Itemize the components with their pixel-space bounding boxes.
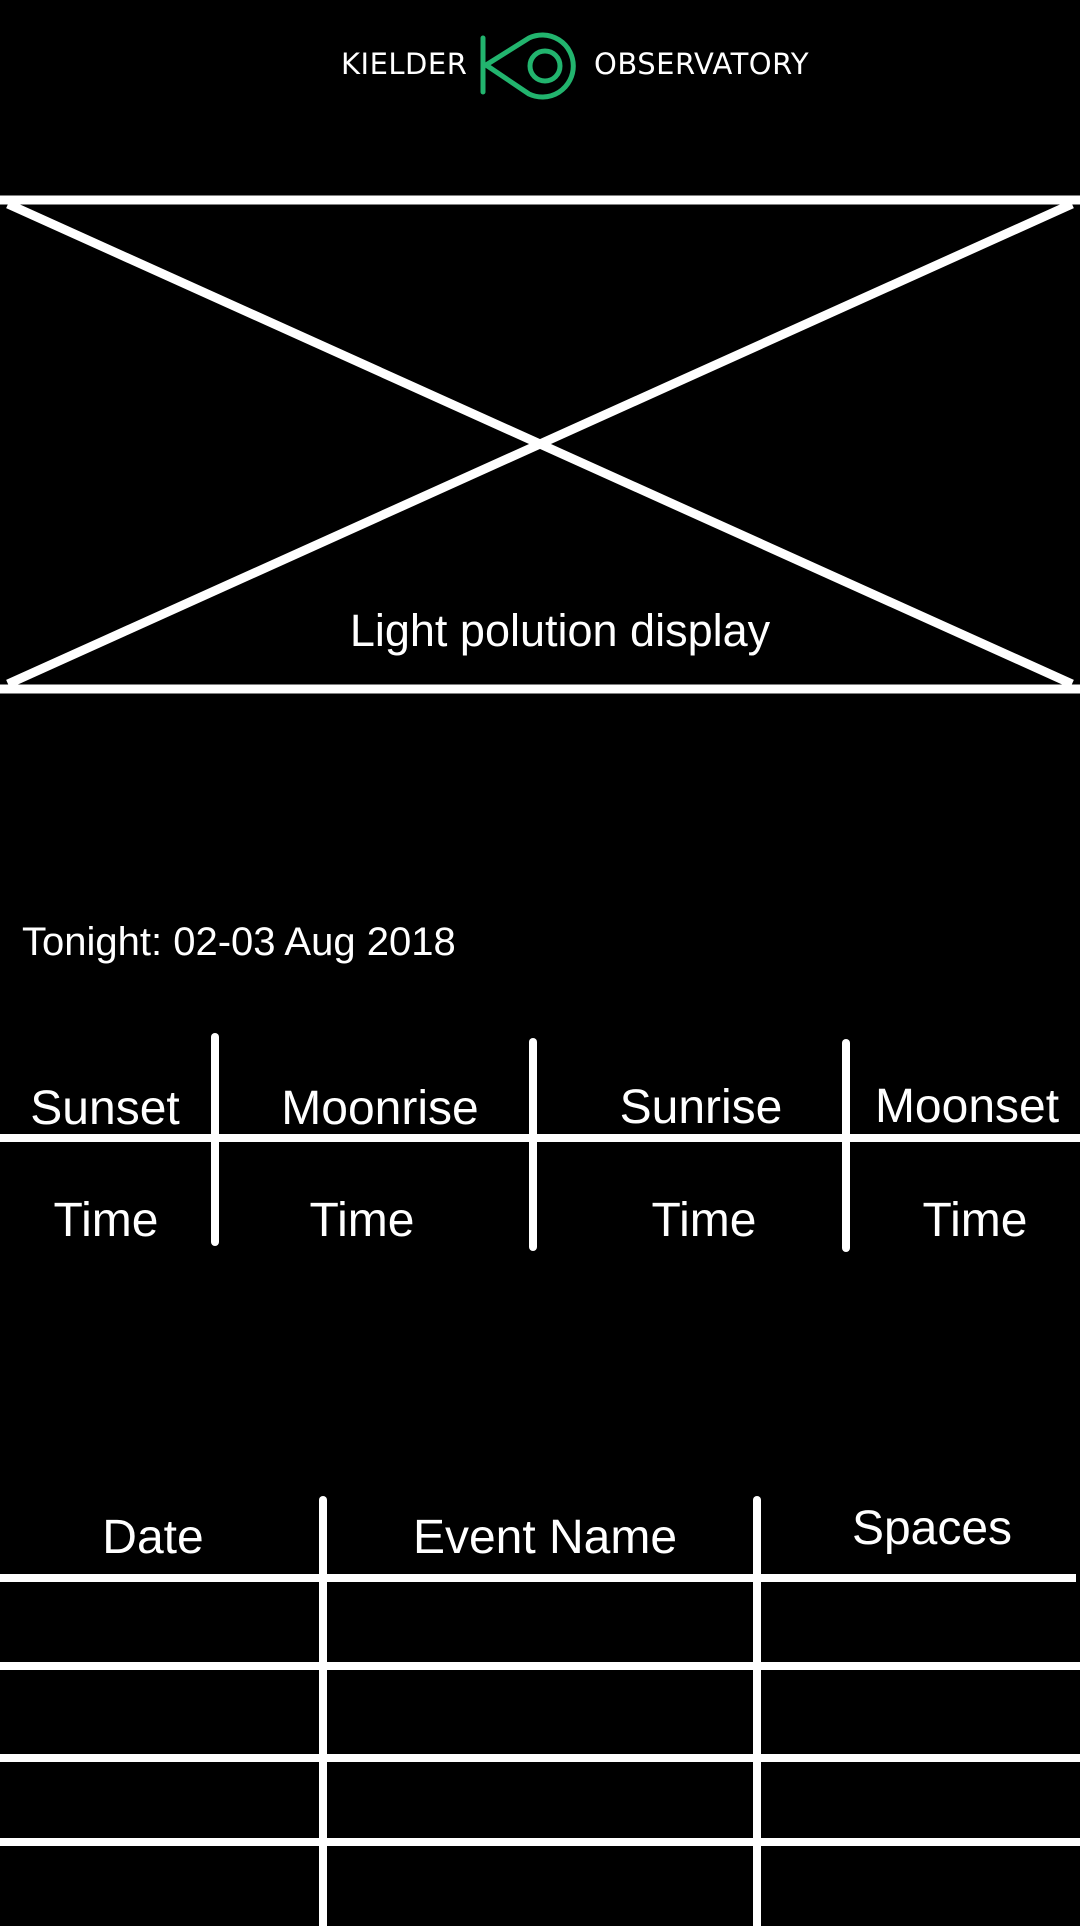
events-header-spaces: Spaces bbox=[851, 1502, 1013, 1555]
kielder-observatory-logo-mark-icon bbox=[480, 32, 576, 100]
events-table-row[interactable] bbox=[0, 1762, 1080, 1838]
astro-times-table: Sunset Moonrise Sunrise Moonset Time Tim… bbox=[0, 1030, 1080, 1255]
light-pollution-display-placeholder bbox=[0, 195, 1080, 694]
events-header-date: Date bbox=[102, 1511, 204, 1564]
astro-header-divider bbox=[0, 1134, 1080, 1142]
events-row-divider bbox=[0, 1838, 1080, 1846]
events-row-divider bbox=[0, 1662, 1080, 1670]
astro-column-divider bbox=[842, 1039, 850, 1252]
astro-value-moonrise: Time bbox=[309, 1194, 415, 1247]
light-pollution-display-caption: Light polution display bbox=[349, 605, 771, 656]
logo-text-kielder: KIELDER bbox=[341, 47, 468, 81]
events-row-divider bbox=[0, 1754, 1080, 1762]
events-column-divider bbox=[319, 1496, 327, 1926]
events-column-divider bbox=[753, 1496, 761, 1926]
astro-header-moonset: Moonset bbox=[874, 1080, 1060, 1133]
astro-value-sunrise: Time bbox=[651, 1194, 757, 1247]
tonight-date-label: Tonight: 02-03 Aug 2018 bbox=[22, 920, 456, 964]
logo-text-observatory: OBSERVATORY bbox=[594, 47, 810, 81]
events-header-divider bbox=[0, 1574, 1076, 1582]
astro-value-moonset: Time bbox=[922, 1194, 1028, 1247]
kielder-observatory-logo[interactable]: KIELDER OBSERVATORY bbox=[340, 28, 820, 104]
astro-header-sunrise: Sunrise bbox=[619, 1081, 783, 1134]
astro-header-sunset: Sunset bbox=[30, 1082, 180, 1135]
events-table-row[interactable] bbox=[0, 1846, 1080, 1920]
events-header-event-name: Event Name bbox=[412, 1511, 678, 1564]
astro-header-moonrise: Moonrise bbox=[281, 1082, 479, 1135]
astro-value-sunset: Time bbox=[53, 1194, 159, 1247]
astro-column-divider bbox=[211, 1033, 219, 1246]
events-table-row[interactable] bbox=[0, 1582, 1080, 1662]
astro-column-divider bbox=[529, 1038, 537, 1251]
events-table: Date Event Name Spaces bbox=[0, 1490, 1080, 1926]
events-table-row[interactable] bbox=[0, 1670, 1080, 1754]
